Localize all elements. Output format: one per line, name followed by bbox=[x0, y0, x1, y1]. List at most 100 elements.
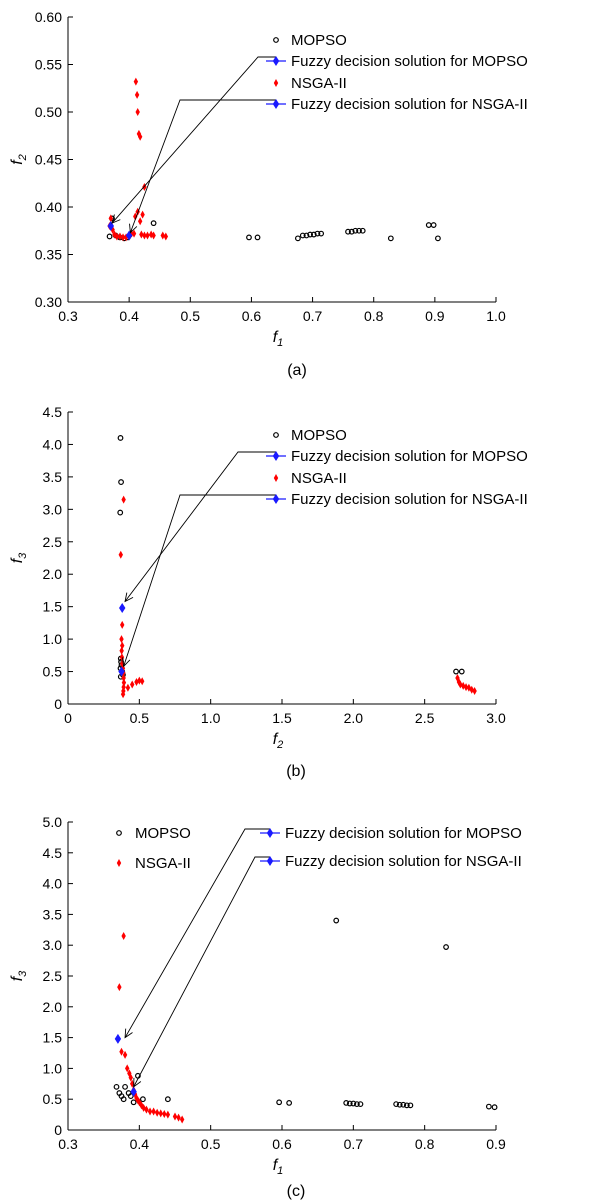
mopso-point bbox=[396, 1101, 403, 1108]
mopso-point bbox=[359, 227, 366, 234]
annotation-arrow bbox=[124, 828, 270, 1038]
y-axis-label-main: f bbox=[9, 557, 26, 563]
x-tick-label: 0.3 bbox=[58, 308, 78, 324]
x-tick-label: 1.0 bbox=[201, 710, 221, 726]
x-tick-label: 3.0 bbox=[486, 710, 506, 726]
nsga-point bbox=[118, 550, 123, 559]
annotation-arrow bbox=[133, 856, 270, 1088]
x-axis-label-sub: 1 bbox=[277, 1165, 283, 1177]
nsga-point bbox=[121, 931, 126, 940]
mopso-point bbox=[348, 228, 355, 235]
nsga-point bbox=[142, 231, 147, 240]
mopso-point bbox=[354, 1101, 360, 1108]
nsga-point bbox=[133, 77, 139, 86]
y-tick-label: 0.60 bbox=[35, 9, 62, 25]
nsga-point bbox=[163, 232, 169, 241]
annotation-arrow bbox=[129, 99, 276, 233]
nsga-point bbox=[121, 495, 126, 504]
chart-panel-a: 0.3 0.4 0.5 0.6 0.7 0.8 0.9 1.0 0.30 0.35 0.40 0.45… bbox=[9, 9, 528, 379]
y-tick-label: 4.0 bbox=[43, 436, 63, 452]
y-tick-label: 0.5 bbox=[43, 1091, 63, 1107]
legend-marker-nsga bbox=[273, 79, 279, 87]
nsga-point bbox=[158, 1109, 163, 1118]
y-axis-label-main: f bbox=[9, 159, 26, 165]
fuzzy-point bbox=[125, 230, 133, 241]
nsga-point bbox=[122, 1050, 128, 1059]
x-tick-label: 2.0 bbox=[344, 710, 364, 726]
mopso-point bbox=[127, 1093, 134, 1100]
nsga-point bbox=[165, 1110, 171, 1119]
legend-label: MOPSO bbox=[291, 32, 347, 49]
mopso-point bbox=[352, 227, 359, 234]
mopso-point bbox=[393, 1101, 400, 1108]
legend-label: MOPSO bbox=[135, 825, 191, 842]
legend-marker-fuzzy bbox=[266, 856, 274, 866]
nsga-point bbox=[137, 676, 142, 685]
nsga-point bbox=[114, 232, 120, 241]
y-tick-label: 0 bbox=[54, 696, 62, 712]
mopso-point bbox=[139, 1096, 146, 1103]
annotation-arrow bbox=[123, 494, 276, 667]
mopso-point bbox=[357, 1101, 364, 1108]
panel-caption: (c) bbox=[287, 1183, 306, 1200]
fuzzy-point bbox=[119, 602, 126, 613]
mopso-point bbox=[425, 222, 432, 228]
x-axis-label-main: f bbox=[273, 329, 279, 346]
mopso-point bbox=[122, 1083, 128, 1090]
x-tick-label: 0 bbox=[64, 710, 72, 726]
nsga-point bbox=[120, 233, 126, 242]
mopso-point bbox=[276, 1099, 283, 1106]
nsga-point bbox=[108, 214, 113, 223]
fuzzy-point bbox=[107, 221, 114, 231]
y-tick-label: 0 bbox=[54, 1122, 62, 1138]
legend-label: Fuzzy decision solution for MOPSO bbox=[291, 53, 528, 70]
y-tick-label: 4.0 bbox=[43, 876, 63, 892]
y-tick-label: 1.0 bbox=[43, 631, 63, 647]
legend-marker-fuzzy bbox=[272, 99, 280, 109]
x-tick-label: 0.7 bbox=[303, 308, 323, 324]
nsga-point bbox=[151, 1107, 156, 1116]
mopso-point bbox=[387, 235, 394, 242]
legend-marker-fuzzy bbox=[266, 828, 274, 838]
mopso-point bbox=[400, 1101, 407, 1108]
mopso-point bbox=[117, 435, 124, 441]
y-axis-label-sub: 2 bbox=[17, 154, 29, 161]
legend-marker-nsga bbox=[116, 859, 122, 867]
x-tick-label: 0.3 bbox=[58, 1136, 78, 1152]
nsga-point bbox=[120, 620, 125, 629]
nsga-point bbox=[179, 1115, 185, 1124]
mopso-point bbox=[407, 1102, 414, 1109]
arrow-head bbox=[129, 223, 138, 234]
legend: MOPSO Fuzzy decision solution for MOPSO NS… bbox=[266, 32, 528, 113]
nsga-point bbox=[139, 677, 145, 686]
mopso-point bbox=[294, 235, 301, 242]
y-axis-label-sub: 3 bbox=[17, 552, 29, 559]
mopso-point bbox=[458, 668, 465, 675]
nsga-point bbox=[472, 687, 477, 696]
mopso-point bbox=[343, 1099, 350, 1106]
y-axis-label: f3 bbox=[9, 552, 29, 563]
arrow-head bbox=[124, 1028, 133, 1039]
y-tick-label: 1.0 bbox=[43, 1060, 63, 1076]
mopso-point bbox=[485, 1103, 492, 1110]
nsga-point bbox=[176, 1113, 181, 1122]
x-axis-label-main: f bbox=[273, 731, 279, 748]
x-tick-label: 0.7 bbox=[344, 1136, 364, 1152]
y-tick-label: 2.0 bbox=[43, 999, 63, 1015]
nsga-point bbox=[151, 231, 156, 240]
panel-caption: (a) bbox=[287, 362, 307, 379]
legend-label: NSGA-II bbox=[135, 855, 191, 872]
y-tick-label: 1.5 bbox=[43, 599, 63, 615]
mopso-point bbox=[113, 1083, 120, 1090]
mopso-point bbox=[307, 231, 314, 238]
mopso-point bbox=[318, 230, 325, 237]
x-axis-label-main: f bbox=[273, 1157, 279, 1174]
mopso-point bbox=[430, 222, 437, 228]
arrow-head bbox=[133, 1077, 142, 1088]
legend-label: Fuzzy decision solution for MOPSO bbox=[291, 448, 528, 465]
nsga-point bbox=[135, 108, 140, 116]
nsga-point bbox=[134, 90, 140, 99]
nsga-point bbox=[121, 674, 126, 683]
legend-label: NSGA-II bbox=[291, 75, 347, 92]
mopso-point bbox=[453, 668, 459, 675]
